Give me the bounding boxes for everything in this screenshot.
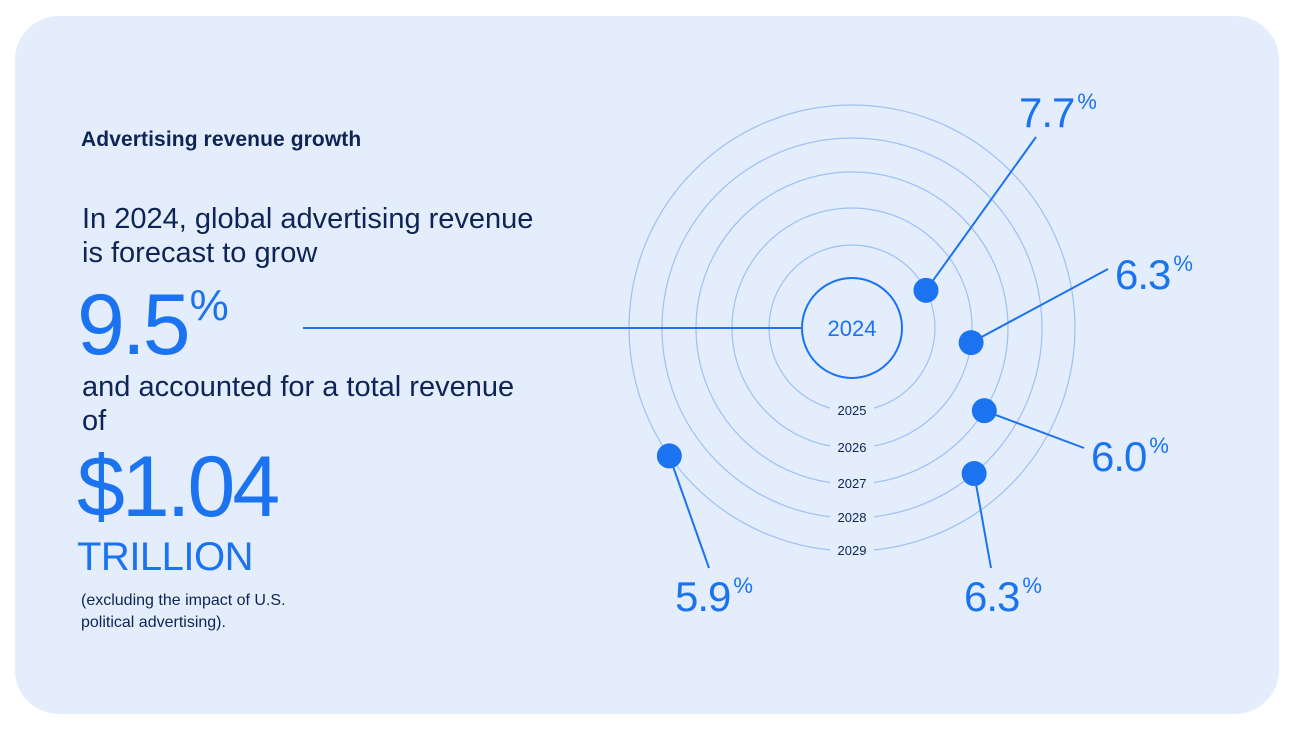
revenue-value: $1.04: [77, 439, 280, 535]
data-label-unit-2028: %: [1022, 573, 1041, 598]
ring-label-bg-2027: [830, 474, 874, 492]
ring-label-bg-2025: [830, 401, 874, 419]
growth-figure: 9.5%: [77, 282, 229, 368]
leader-line-2028: [973, 473, 992, 569]
data-label-unit-2029: %: [733, 573, 752, 598]
ring-label-2026: 2026: [838, 440, 867, 455]
data-label-2027: 6.0%: [1091, 433, 1168, 480]
ring-label-bg-2029: [830, 541, 874, 559]
lead-text: In 2024, global advertising revenue is f…: [82, 203, 534, 269]
leader-line-2026: [970, 268, 1109, 344]
data-label-unit-2026: %: [1173, 251, 1192, 276]
ring-label-2027: 2027: [838, 476, 867, 491]
chart-title: Advertising revenue growth: [81, 128, 362, 151]
data-point-2029: [656, 443, 682, 469]
data-label-2026: 6.3%: [1115, 251, 1192, 298]
data-point-2026: [958, 330, 984, 356]
footnote: (excluding the impact of U.S. political …: [81, 592, 286, 631]
ring-label-bg-2028: [830, 508, 874, 526]
data-label-unit-2027: %: [1149, 433, 1168, 458]
leader-line-2029: [668, 455, 710, 569]
ring-label-bg-2026: [830, 438, 874, 456]
growth-value: 9.5: [77, 277, 191, 373]
ring-label-2029: 2029: [838, 543, 867, 558]
data-label-2028: 6.3%: [964, 573, 1041, 620]
infographic-card: Advertising revenue growth In 2024, glob…: [15, 16, 1279, 714]
center-label: 2024: [828, 316, 877, 341]
data-point-2027: [971, 398, 997, 424]
data-point-2028: [961, 461, 987, 487]
center-circle-2024: [801, 277, 903, 379]
data-label-unit-2025: %: [1077, 89, 1096, 114]
data-label-2029: 5.9%: [675, 573, 752, 620]
ring-label-2025: 2025: [838, 403, 867, 418]
leader-line-2025: [925, 136, 1037, 291]
ring-label-2028: 2028: [838, 510, 867, 525]
data-point-2025: [913, 277, 939, 303]
revenue-lead-text: and accounted for a total revenue of: [82, 371, 515, 437]
revenue-unit: TRILLION: [77, 535, 254, 579]
data-label-2025: 7.7%: [1019, 89, 1096, 136]
leader-line-2027: [983, 409, 1085, 449]
growth-unit: %: [189, 281, 229, 330]
radial-growth-chart: 2025 2026 2027 2028 2029 2024 7.7 % 6.3 % 6.0 % 6.3%…: [303, 89, 1193, 620]
